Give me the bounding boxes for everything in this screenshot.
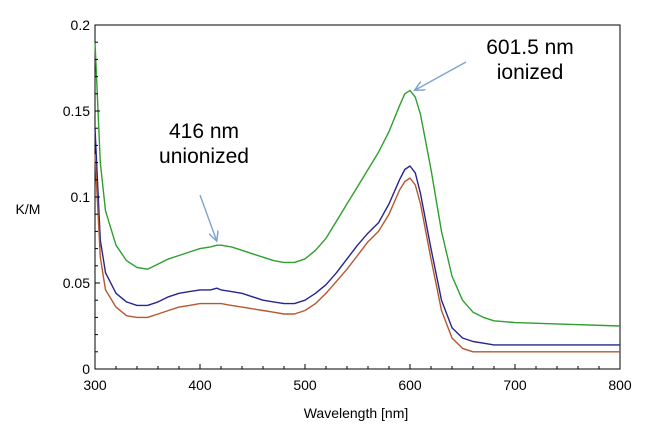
y-axis-ticks: 0 0.05 0.1 0.15 0.2 — [63, 17, 100, 377]
annotation-text: 601.5 nm — [486, 36, 574, 59]
x-tick-label: 500 — [293, 377, 317, 393]
annotation-text: unionized — [159, 145, 249, 168]
annotation-text: 416 nm — [169, 120, 239, 143]
x-tick-label: 600 — [398, 377, 422, 393]
x-tick-label: 300 — [83, 377, 107, 393]
y-tick-label: 0.15 — [63, 103, 90, 119]
x-axis-label: Wavelength [nm] — [304, 405, 409, 421]
annotation-text: ionized — [497, 61, 564, 84]
x-tick-label: 800 — [608, 377, 632, 393]
series-line-1 — [94, 42, 621, 327]
x-tick-label: 700 — [503, 377, 527, 393]
annotation-arrow — [199, 194, 217, 241]
x-axis-ticks: 300 400 500 600 700 800 — [83, 364, 632, 393]
y-tick-label: 0.2 — [71, 17, 91, 33]
y-tick-label: 0 — [82, 361, 90, 377]
x-tick-label: 400 — [188, 377, 212, 393]
series-line-2 — [94, 128, 620, 346]
annotation-arrow — [415, 61, 467, 90]
series-layer — [94, 42, 621, 353]
series-line-3 — [94, 153, 620, 353]
y-tick-label: 0.1 — [71, 189, 91, 205]
y-tick-label: 0.05 — [63, 275, 90, 291]
y-axis-label: K/M — [16, 201, 41, 217]
